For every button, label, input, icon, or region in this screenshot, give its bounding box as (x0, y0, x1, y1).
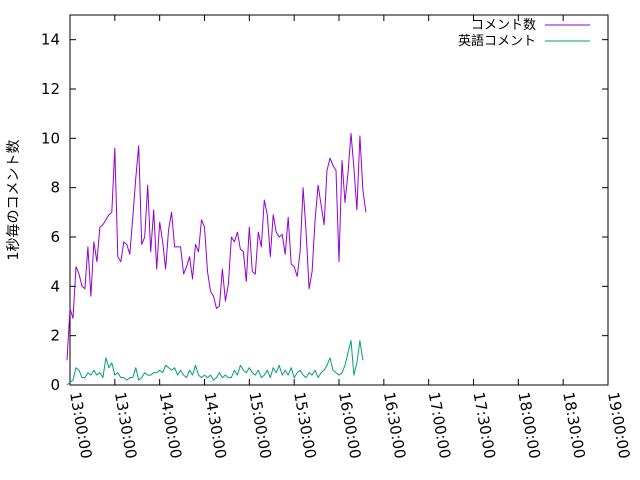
x-tick-label: 13:00:00 (66, 391, 95, 460)
y-tick-label: 10 (41, 129, 60, 147)
y-tick-label: 14 (41, 31, 60, 49)
x-tick-label: 17:00:00 (425, 391, 454, 460)
x-tick-label: 15:00:00 (245, 391, 274, 460)
y-tick-label: 8 (50, 179, 60, 197)
y-axis-title: 1秒毎のコメント数 (6, 140, 22, 261)
x-tick-label: 18:30:00 (559, 391, 588, 460)
legend-label-2: 英語コメント (458, 33, 536, 49)
y-tick-label: 0 (50, 376, 60, 394)
x-tick-label: 16:30:00 (380, 391, 409, 460)
y-tick-label: 2 (50, 327, 60, 345)
x-tick-label: 17:30:00 (470, 391, 499, 460)
y-tick-label: 4 (50, 277, 60, 295)
x-tick-label: 19:00:00 (604, 391, 633, 460)
y-tick-label: 6 (50, 228, 60, 246)
legend-label-1: コメント数 (471, 18, 536, 33)
x-tick-label: 15:30:00 (290, 391, 319, 460)
series-line-1 (66, 132, 367, 361)
plot-frame (69, 14, 609, 386)
x-tick-label: 13:30:00 (111, 391, 140, 460)
plot-area: 0 2 4 6 8 10 12 14 13:00:00 13:30:00 14:00:00 14:30… (41, 14, 633, 460)
y-tick-label: 12 (41, 80, 60, 98)
x-tick-label: 14:00:00 (156, 391, 185, 460)
x-tick-label: 18:00:00 (514, 391, 543, 460)
x-tick-label: 16:00:00 (335, 391, 364, 460)
series-line-2 (66, 340, 364, 386)
x-tick-label: 14:30:00 (201, 391, 230, 460)
